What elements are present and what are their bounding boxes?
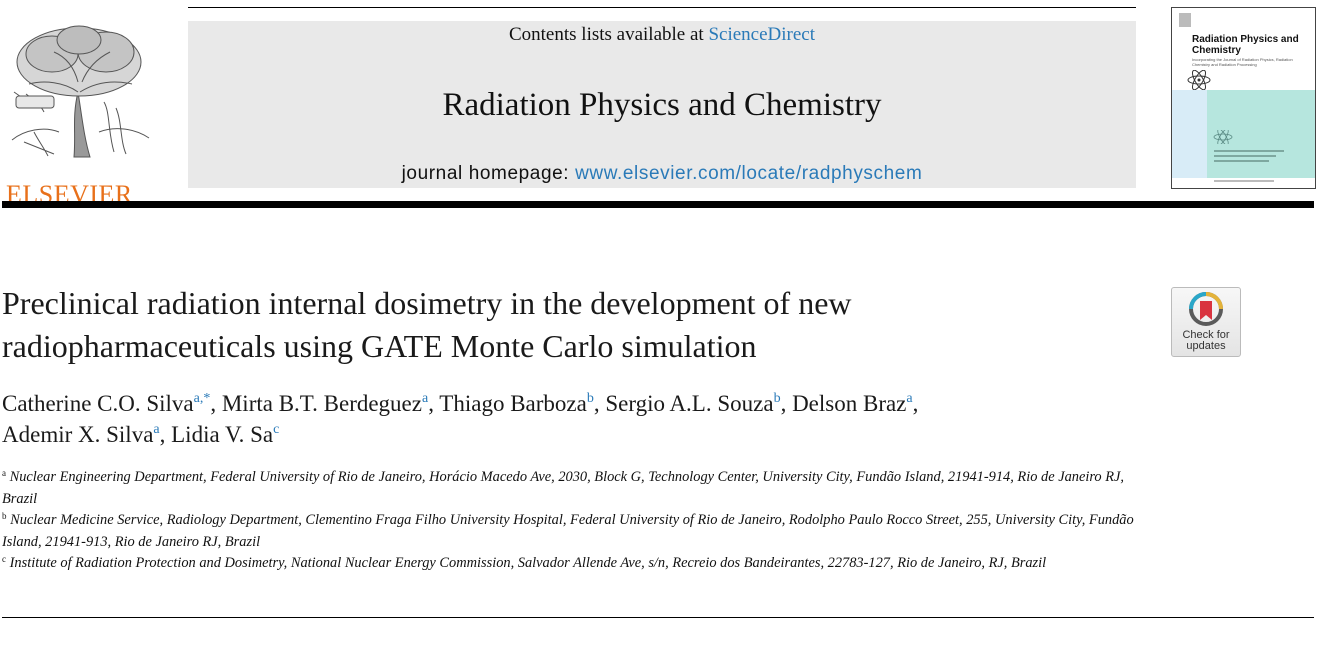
author-name[interactable]: Ademir X. Silva	[2, 422, 154, 447]
cover-bottom-strip	[1172, 178, 1315, 188]
affiliation-key: c	[2, 554, 6, 564]
cover-title: Radiation Physics and Chemistry	[1192, 34, 1299, 56]
cover-subtitle: Incorporating the Journal of Radiation P…	[1192, 57, 1293, 67]
author-affiliation-marker[interactable]: b	[586, 391, 594, 406]
author-separator: ,	[428, 391, 440, 416]
author-affiliation-marker[interactable]: a,*	[193, 391, 211, 406]
affiliation-item: b Nuclear Medicine Service, Radiology De…	[2, 510, 1147, 553]
affiliation-text: Nuclear Medicine Service, Radiology Depa…	[2, 512, 1134, 550]
affiliation-list: a Nuclear Engineering Department, Federa…	[2, 467, 1147, 575]
sciencedirect-link[interactable]: ScienceDirect	[708, 24, 816, 45]
article-title-line-1: Preclinical radiation internal dosimetry…	[2, 285, 852, 321]
author-list: Catherine C.O. Silvaa,*, Mirta B.T. Berd…	[2, 388, 1152, 450]
author-affiliation-marker[interactable]: c	[273, 422, 280, 437]
author-name[interactable]: Sergio A.L. Souza	[605, 391, 774, 416]
author-separator: ,	[780, 391, 793, 416]
badge-line-2: updates	[1186, 340, 1226, 352]
tree-logo-icon	[11, 25, 150, 158]
cover-publisher-icon	[1179, 13, 1191, 27]
author-affiliation-marker[interactable]: a	[906, 391, 913, 406]
affiliation-text: Nuclear Engineering Department, Federal …	[2, 469, 1124, 507]
author-affiliation-marker[interactable]: b	[773, 391, 781, 406]
author-separator: ,	[210, 391, 222, 416]
cover-text-line	[1214, 150, 1284, 152]
publisher-logo[interactable]: ELSEVIER	[4, 22, 154, 208]
affiliation-key: b	[2, 511, 7, 521]
journal-cover-image[interactable]: Radiation Physics and Chemistry Incorpor…	[1171, 7, 1316, 189]
author-separator: ,	[912, 391, 919, 416]
cover-text-line	[1214, 160, 1269, 162]
cover-text-line	[1214, 180, 1274, 182]
cover-text-line	[1214, 155, 1276, 157]
author-affiliation-marker[interactable]: a	[153, 422, 160, 437]
author-name[interactable]: Lidia V. Sa	[171, 422, 274, 447]
author-separator: ,	[593, 391, 606, 416]
author-name[interactable]: Catherine C.O. Silva	[2, 391, 194, 416]
author-affiliation-marker[interactable]: a	[421, 391, 429, 406]
article-title-line-2: radiopharmaceuticals using GATE Monte Ca…	[2, 328, 757, 364]
top-rule	[188, 7, 1136, 8]
affiliation-text: Institute of Radiation Protection and Do…	[9, 555, 1047, 571]
bookmark-ring-icon	[1189, 292, 1223, 326]
contents-line: Contents lists available at ScienceDirec…	[188, 24, 1136, 46]
journal-title: Radiation Physics and Chemistry	[442, 87, 882, 123]
check-for-updates-button[interactable]: Check for updates	[1171, 287, 1241, 357]
author-separator: ,	[159, 422, 172, 447]
affiliation-key: a	[2, 468, 6, 478]
atom-small-icon	[1213, 130, 1233, 144]
author-name[interactable]: Mirta B.T. Berdeguez	[221, 391, 422, 416]
author-name[interactable]: Delson Braz	[792, 391, 907, 416]
homepage-line: journal homepage: www.elsevier.com/locat…	[188, 163, 1136, 185]
author-name[interactable]: Thiago Barboza	[439, 391, 587, 416]
section-divider	[2, 617, 1314, 618]
check-for-updates-label: Check for updates	[1172, 330, 1240, 352]
article-title: Preclinical radiation internal dosimetry…	[2, 282, 1122, 368]
homepage-prefix: journal homepage:	[401, 163, 576, 184]
header-thick-rule	[2, 201, 1314, 208]
badge-line-1: Check for	[1182, 329, 1230, 341]
contents-prefix: Contents lists available at	[508, 24, 709, 45]
atom-icon	[1187, 70, 1211, 90]
affiliation-item: a Nuclear Engineering Department, Federa…	[2, 467, 1147, 510]
affiliation-item: c Institute of Radiation Protection and …	[2, 553, 1147, 575]
journal-banner: Contents lists available at ScienceDirec…	[188, 21, 1136, 188]
journal-homepage-link[interactable]: www.elsevier.com/locate/radphyschem	[575, 163, 923, 184]
cover-side-panel	[1172, 90, 1207, 188]
